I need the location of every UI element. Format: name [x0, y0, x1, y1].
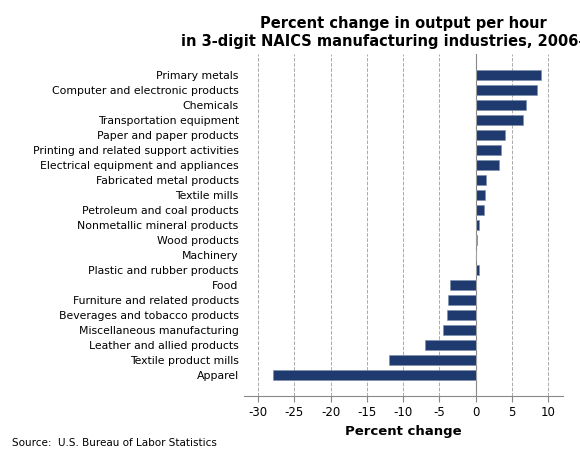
- Bar: [476, 145, 501, 155]
- Bar: [476, 160, 499, 170]
- Bar: [389, 356, 476, 365]
- X-axis label: Percent change: Percent change: [345, 425, 462, 438]
- Bar: [448, 295, 476, 305]
- Bar: [476, 100, 527, 110]
- Bar: [273, 370, 476, 380]
- Text: Source:  U.S. Bureau of Labor Statistics: Source: U.S. Bureau of Labor Statistics: [12, 438, 216, 448]
- Title: Percent change in output per hour
in 3-digit NAICS manufacturing industries, 200: Percent change in output per hour in 3-d…: [181, 16, 580, 49]
- Bar: [425, 340, 476, 350]
- Bar: [476, 175, 487, 185]
- Bar: [476, 190, 485, 200]
- Bar: [476, 130, 505, 140]
- Bar: [443, 325, 476, 335]
- Bar: [476, 220, 479, 230]
- Bar: [476, 205, 484, 215]
- Bar: [476, 85, 537, 94]
- Bar: [476, 115, 523, 125]
- Bar: [476, 265, 479, 275]
- Bar: [476, 235, 477, 245]
- Bar: [450, 280, 476, 290]
- Bar: [476, 70, 541, 80]
- Bar: [447, 310, 476, 320]
